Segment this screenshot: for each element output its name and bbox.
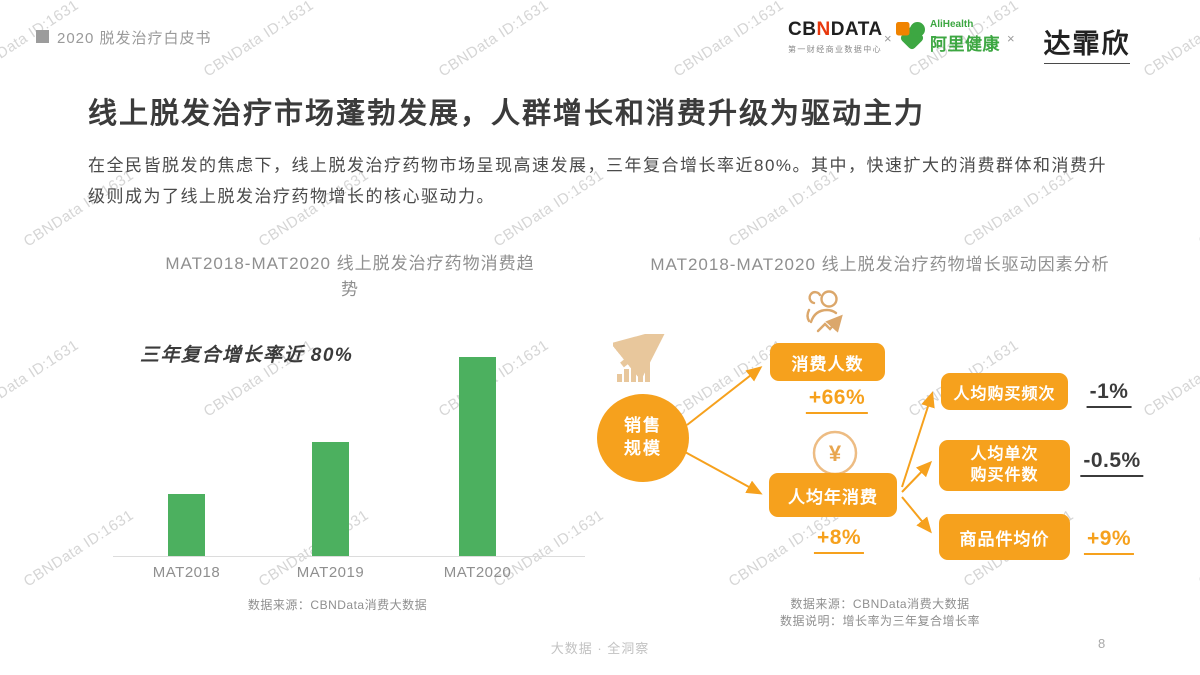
x-axis-line <box>113 556 585 557</box>
bar-label-MAT2019: MAT2019 <box>296 564 365 581</box>
value-purchase-frequency: -1% <box>1086 380 1132 408</box>
sales-growth-icon <box>613 334 665 382</box>
x-separator: × <box>1007 31 1015 46</box>
right-diagram-note: 数据说明：增长率为三年复合增长率 <box>779 614 980 628</box>
value-consumer-count: +66% <box>805 386 869 414</box>
watermark-text: CBNData ID:1631 <box>0 336 82 421</box>
node-label: 人均单次 购买件数 <box>970 445 1039 484</box>
bar-label-MAT2018: MAT2018 <box>152 564 221 581</box>
dafeixin-logo: 达霏欣 <box>1027 22 1147 64</box>
watermark-text: CBNData ID:1631 <box>1195 507 1200 591</box>
watermark-text: CBNData ID:1631 <box>435 0 552 81</box>
root-node-sales-scale: 销售 规模 <box>597 394 689 482</box>
node-consumer-count: 消费人数 <box>770 343 885 381</box>
node-label: 消费人数 <box>791 354 864 374</box>
alihealth-cn: 阿里健康 <box>930 35 1000 54</box>
value-items-per-purchase: -0.5% <box>1080 449 1144 477</box>
node-items-per-purchase: 人均单次 购买件数 <box>939 440 1070 491</box>
right-diagram-title: MAT2018-MAT2020 线上脱发治疗药物增长驱动因素分析 <box>650 255 1110 274</box>
intro-paragraph: 在全民皆脱发的焦虑下，线上脱发治疗药物市场呈现高速发展，三年复合增长率近80%。… <box>88 156 1108 207</box>
node-annual-spend-per-capita: 人均年消费 <box>769 473 897 517</box>
cagr-annotation: 三年复合增长率近 80% <box>140 345 354 366</box>
bar-MAT2020 <box>459 357 496 556</box>
node-label: 人均年消费 <box>788 487 878 507</box>
node-purchase-frequency: 人均购买频次 <box>941 373 1068 410</box>
value-avg-unit-price: +9% <box>1083 527 1135 555</box>
bar-label-MAT2020: MAT2020 <box>443 564 512 581</box>
alihealth-logo: AliHealth 阿里健康 <box>930 19 1000 55</box>
coin-yen-icon: ¥ <box>812 430 858 476</box>
right-diagram-source: 数据来源：CBNData消费大数据 <box>790 597 970 611</box>
x-separator: × <box>884 31 892 46</box>
watermark-text: CBNData ID:1631 <box>1140 0 1200 81</box>
doc-title: 2020 脱发治疗白皮书 <box>57 30 212 47</box>
page-title: 线上脱发治疗市场蓬勃发展，人群增长和消费升级为驱动主力 <box>88 98 926 130</box>
watermark-text: CBNData ID:1631 <box>1140 337 1200 421</box>
bar-MAT2018 <box>168 494 205 556</box>
cbndata-n-red: N <box>816 19 831 40</box>
dafeixin-wordmark: 达霏欣 <box>1043 29 1131 59</box>
footer-slogan: 大数据 · 全洞察 <box>550 641 650 656</box>
alihealth-heart-icon <box>896 22 925 50</box>
cbndata-subtitle: 第一财经商业数据中心 <box>788 45 882 54</box>
alihealth-en: AliHealth <box>930 19 974 30</box>
left-chart-title: MAT2018-MAT2020 线上脱发治疗药物消费趋 势 <box>165 254 535 299</box>
cbndata-logo: CBNDATA 第一财经商业数据中心 <box>788 19 883 55</box>
left-chart-source: 数据来源：CBNData消费大数据 <box>247 598 428 612</box>
dafeixin-tagline-rule <box>1044 63 1130 64</box>
root-node-label: 销售 规模 <box>624 416 662 458</box>
svg-text:¥: ¥ <box>829 441 842 466</box>
node-label: 人均购买频次 <box>953 385 1056 403</box>
cbndata-cb: CB <box>788 19 817 40</box>
cbndata-data: DATA <box>830 19 883 40</box>
people-growth-icon <box>806 290 843 333</box>
node-avg-unit-price: 商品件均价 <box>939 514 1070 560</box>
watermark-text: CBNData ID:1631 <box>670 0 787 81</box>
page-number: 8 <box>1098 636 1106 651</box>
header-square-icon <box>36 30 49 43</box>
watermark-text: CBNData ID:1631 <box>1195 167 1200 251</box>
value-annual-spend: +8% <box>813 526 865 554</box>
cbndata-wordmark: CBNDATA <box>788 19 883 41</box>
node-label: 商品件均价 <box>959 529 1050 549</box>
watermark-text: CBNData ID:1631 <box>20 506 137 591</box>
bar-MAT2019 <box>312 442 349 556</box>
watermark-text: CBNData ID:1631 <box>200 0 317 81</box>
